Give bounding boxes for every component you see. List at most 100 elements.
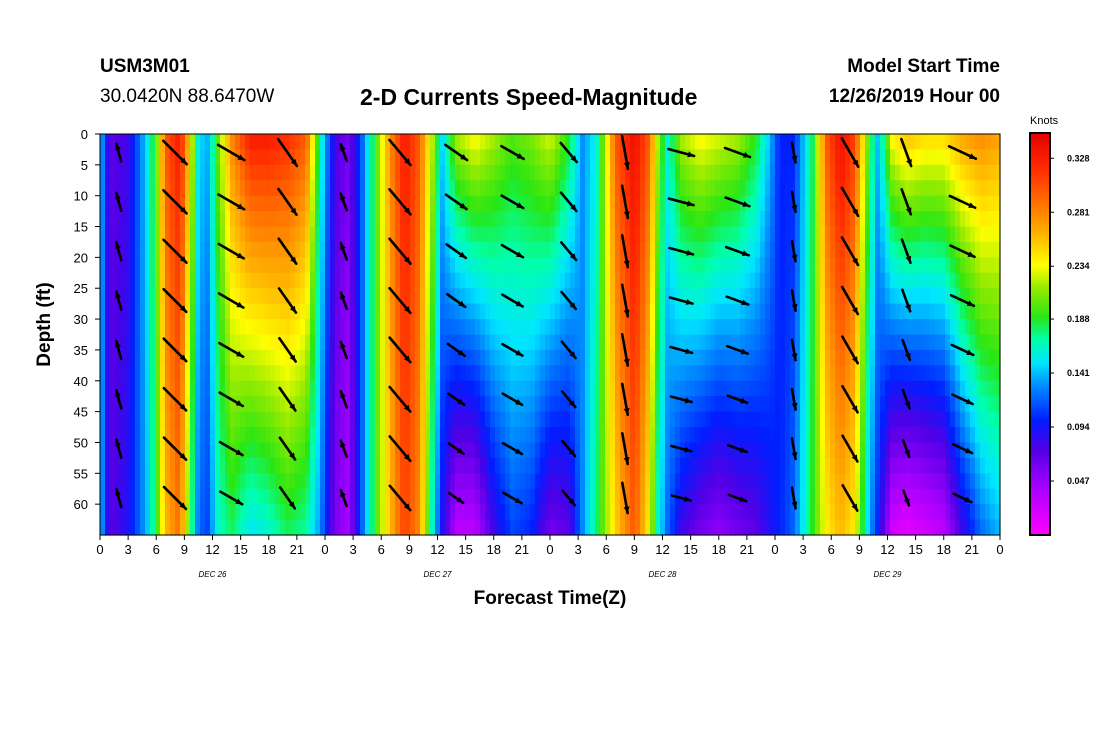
heatmap-cell xyxy=(140,319,146,336)
heatmap-cell xyxy=(255,195,261,212)
heatmap-cell xyxy=(555,226,561,243)
heatmap-cell xyxy=(590,457,596,474)
heatmap-cell xyxy=(510,380,516,397)
heatmap-cell xyxy=(450,134,456,151)
heatmap-cell xyxy=(830,272,836,289)
heatmap-cell xyxy=(130,164,136,181)
heatmap-cell xyxy=(130,380,136,397)
heatmap-cell xyxy=(920,195,926,212)
heatmap-cell xyxy=(575,519,581,536)
heatmap-cell xyxy=(235,504,241,521)
heatmap-cell xyxy=(620,149,626,166)
heatmap-cell xyxy=(860,288,866,305)
heatmap-cell xyxy=(230,473,236,490)
heatmap-cell xyxy=(500,442,506,459)
heatmap-cell xyxy=(655,488,661,505)
heatmap-cell xyxy=(145,442,151,459)
heatmap-cell xyxy=(275,365,281,382)
heatmap-cell xyxy=(500,457,506,474)
heatmap-cell xyxy=(175,473,181,490)
heatmap-cell xyxy=(480,149,486,166)
heatmap-cell xyxy=(365,195,371,212)
heatmap-cell xyxy=(125,349,131,366)
heatmap-cell xyxy=(925,457,931,474)
heatmap-cell xyxy=(940,411,946,428)
heatmap-cell xyxy=(940,195,946,212)
heatmap-cell xyxy=(900,365,906,382)
heatmap-cell xyxy=(975,241,981,258)
heatmap-cell xyxy=(310,211,316,228)
heatmap-cell xyxy=(295,211,301,228)
heatmap-cell xyxy=(395,504,401,521)
heatmap-cell xyxy=(590,134,596,151)
heatmap-cell xyxy=(890,504,896,521)
heatmap-cell xyxy=(830,473,836,490)
heatmap-cell xyxy=(305,442,311,459)
heatmap-cell xyxy=(205,180,211,197)
heatmap-cell xyxy=(865,180,871,197)
heatmap-cell xyxy=(595,134,601,151)
heatmap-cell xyxy=(605,134,611,151)
heatmap-cell xyxy=(135,288,141,305)
heatmap-cell xyxy=(525,504,531,521)
heatmap-cell xyxy=(390,504,396,521)
heatmap-cell xyxy=(415,257,421,274)
heatmap-cell xyxy=(590,288,596,305)
heatmap-cell xyxy=(815,257,821,274)
heatmap-cell xyxy=(530,504,536,521)
heatmap-cell xyxy=(870,211,876,228)
heatmap-cell xyxy=(735,396,741,413)
heatmap-cell xyxy=(195,195,201,212)
heatmap-cell xyxy=(905,427,911,444)
heatmap-cell xyxy=(810,272,816,289)
heatmap-cell xyxy=(450,442,456,459)
heatmap-cell xyxy=(135,349,141,366)
heatmap-cell xyxy=(540,272,546,289)
heatmap-cell xyxy=(290,288,296,305)
heatmap-cell xyxy=(475,211,481,228)
heatmap-cell xyxy=(725,195,731,212)
heatmap-cell xyxy=(215,334,221,351)
heatmap-cell xyxy=(825,365,831,382)
heatmap-cell xyxy=(280,226,286,243)
heatmap-cell xyxy=(635,427,641,444)
model-start-label: Model Start Time xyxy=(847,56,1000,77)
heatmap-cell xyxy=(125,288,131,305)
heatmap-cell xyxy=(755,427,761,444)
heatmap-cell xyxy=(830,195,836,212)
heatmap-cell xyxy=(190,164,196,181)
heatmap-cell xyxy=(885,396,891,413)
heatmap-cell xyxy=(485,180,491,197)
heatmap-cell xyxy=(415,272,421,289)
heatmap-cell xyxy=(120,442,126,459)
heatmap-cell xyxy=(910,149,916,166)
heatmap-cell xyxy=(420,272,426,289)
heatmap-cell xyxy=(835,180,841,197)
heatmap-cell xyxy=(750,180,756,197)
heatmap-cell xyxy=(370,349,376,366)
heatmap-cell xyxy=(225,349,231,366)
heatmap-cell xyxy=(135,164,141,181)
heatmap-cell xyxy=(895,164,901,181)
heatmap-cell xyxy=(405,149,411,166)
heatmap-cell xyxy=(820,241,826,258)
heatmap-cell xyxy=(460,334,466,351)
heatmap-cell xyxy=(320,427,326,444)
heatmap-cell xyxy=(530,195,536,212)
heatmap-cell xyxy=(570,303,576,320)
heatmap-cell xyxy=(745,380,751,397)
heatmap-cell xyxy=(670,365,676,382)
heatmap-cell xyxy=(990,504,996,521)
heatmap-cell xyxy=(925,411,931,428)
heatmap-cell xyxy=(350,473,356,490)
heatmap-cell xyxy=(745,272,751,289)
heatmap-cell xyxy=(490,195,496,212)
heatmap-cell xyxy=(425,473,431,490)
heatmap-cell xyxy=(730,396,736,413)
heatmap-cell xyxy=(450,334,456,351)
heatmap-cell xyxy=(355,519,361,536)
heatmap-cell xyxy=(900,396,906,413)
heatmap-cell xyxy=(655,303,661,320)
heatmap-cell xyxy=(605,257,611,274)
heatmap-cell xyxy=(960,349,966,366)
